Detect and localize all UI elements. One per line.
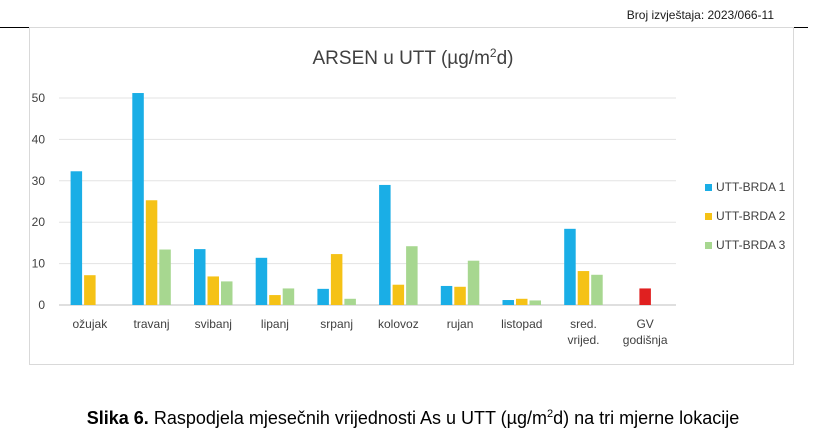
caption-text-after: d) na tri mjerne lokacije [553,408,740,428]
legend-swatch-1 [705,184,712,191]
x-tick-label: sred. vrijed. [567,317,599,347]
chart-title-end: d) [497,48,514,69]
legend-label-1: UTT-BRDA 1 [716,180,786,194]
bar-group [70,93,651,305]
x-tick-label: svibanj [195,317,232,331]
caption-sup: 2 [547,408,554,420]
bar-series3-cat3 [221,281,233,305]
bar-series2-cat1 [84,275,96,305]
chart-title-base: ARSEN u UTT (µg/m [313,48,490,69]
chart-title: ARSEN u UTT (µg/m2d) [313,46,514,69]
bar-series2-cat7 [454,286,466,305]
y-axis: 0 10 20 30 40 50 [32,91,46,312]
legend-swatch-3 [705,242,712,249]
y-tick-label: 30 [32,174,46,188]
bar-series1-cat9 [564,228,576,305]
bar-series3-cat9 [591,274,603,305]
legend-label-2: UTT-BRDA 2 [716,209,786,223]
x-tick-label: kolovoz [378,317,419,331]
bar-series3-cat7 [467,260,480,305]
arsenic-bar-chart: ARSEN u UTT (µg/m2d) 0 10 20 30 40 50 ožujak t… [32,46,786,347]
report-number: Broj izvještaja: 2023/066-11 [626,8,774,22]
bar-series2-cat8 [516,298,528,305]
x-tick-label: travanj [134,317,170,331]
bar-series3-cat5 [344,298,356,305]
legend: UTT-BRDA 1 UTT-BRDA 2 UTT-BRDA 3 [705,180,786,252]
caption-text-before: Raspodjela mjesečnih vrijednosti As u UT… [148,408,548,428]
x-tick-label: listopad [501,317,542,331]
x-tick-label: lipanj [261,317,289,331]
bar-series1-cat4 [255,257,268,305]
x-tick-label: ožujak [73,317,109,331]
x-tick-label: srpanj [320,317,353,331]
bar-series2-cat3 [207,276,219,305]
y-tick-label: 20 [32,215,46,229]
bar-series2-cat4 [269,295,281,305]
x-axis: ožujak travanj svibanj lipanj srpanj kolovoz r… [73,317,668,347]
bar-series1-cat6 [379,184,391,305]
bar-series2-cat6 [392,284,405,305]
bar-series1-cat5 [317,288,329,305]
chart-title-sup: 2 [490,46,497,60]
bar-series1-cat7 [440,285,453,305]
y-tick-label: 0 [38,298,45,312]
bar-series3-cat4 [282,288,295,305]
bar-series3-cat8 [529,300,541,305]
bar-series1-cat8 [502,300,514,305]
bar-series1-cat2 [132,93,144,305]
y-tick-label: 10 [32,257,46,271]
y-tick-label: 50 [32,91,46,105]
caption-label: Slika 6. [86,408,149,428]
figure-caption: Slika 6. Raspodjela mjesečnih vrijednost… [0,408,826,429]
bar-series2-cat2 [145,200,158,305]
bar-series3-cat2 [159,249,171,305]
bar-series1-cat1 [70,171,83,305]
x-tick-label: rujan [447,317,474,331]
legend-label-3: UTT-BRDA 3 [716,238,786,252]
legend-swatch-2 [705,213,712,220]
bar-series1-cat3 [194,249,206,305]
chart-container: ARSEN u UTT (µg/m2d) 0 10 20 30 40 50 ožujak t… [29,27,794,365]
bar-series3-cat6 [406,246,418,305]
y-tick-label: 40 [32,132,46,146]
bar-limit-value [639,288,651,305]
bar-series2-cat5 [330,254,343,305]
x-tick-label: GV godišnja [623,317,668,347]
bar-series2-cat9 [577,271,590,305]
